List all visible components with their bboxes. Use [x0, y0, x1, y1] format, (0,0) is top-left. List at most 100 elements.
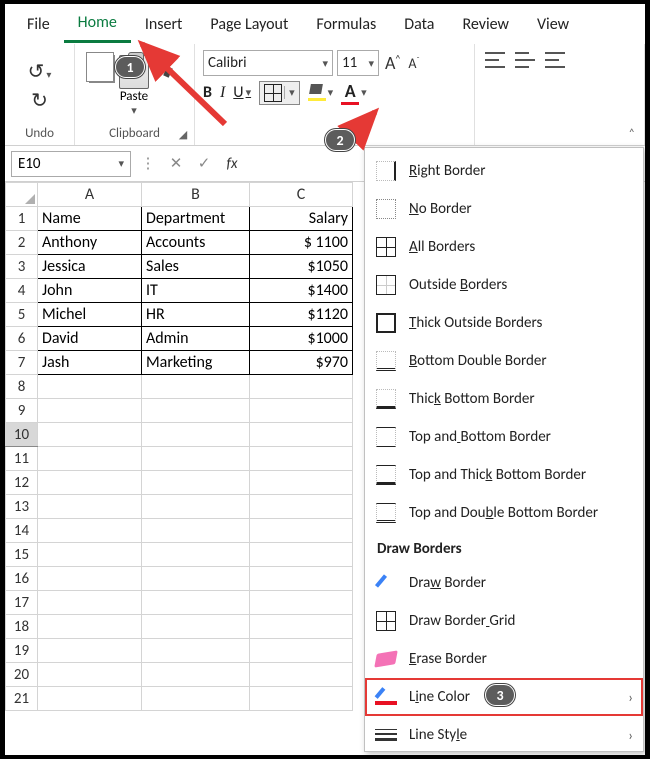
menu-formulas[interactable]: Formulas: [302, 7, 390, 42]
name-box[interactable]: E10 ▾: [11, 151, 131, 177]
row-header-17[interactable]: 17: [6, 591, 38, 615]
menu-insert[interactable]: Insert: [131, 7, 197, 42]
cell-A2[interactable]: Anthony: [38, 231, 142, 255]
cell-B8[interactable]: [142, 375, 250, 399]
cell-A19[interactable]: [38, 639, 142, 663]
menu-item-top-and-thick-bottom-border[interactable]: Top and Thick Bottom Border: [365, 456, 643, 494]
row-header-14[interactable]: 14: [6, 519, 38, 543]
menu-item-top-and-double-bottom-border[interactable]: Top and Double Bottom Border: [365, 494, 643, 532]
cell-C21[interactable]: [250, 687, 353, 711]
cell-A20[interactable]: [38, 663, 142, 687]
cell-C16[interactable]: [250, 567, 353, 591]
cell-B13[interactable]: [142, 495, 250, 519]
cell-A14[interactable]: [38, 519, 142, 543]
row-header-1[interactable]: 1: [6, 207, 38, 231]
cell-B17[interactable]: [142, 591, 250, 615]
cell-B11[interactable]: [142, 447, 250, 471]
cell-C10[interactable]: [250, 423, 353, 447]
col-header-A[interactable]: A: [38, 183, 142, 207]
cell-A18[interactable]: [38, 615, 142, 639]
menu-home[interactable]: Home: [64, 5, 131, 43]
cell-C14[interactable]: [250, 519, 353, 543]
cell-B2[interactable]: Accounts: [142, 231, 250, 255]
cell-C15[interactable]: [250, 543, 353, 567]
italic-button[interactable]: I: [220, 84, 225, 102]
cell-B15[interactable]: [142, 543, 250, 567]
row-header-12[interactable]: 12: [6, 471, 38, 495]
col-header-C[interactable]: C: [250, 183, 353, 207]
cell-C1[interactable]: Salary: [250, 207, 353, 231]
row-header-21[interactable]: 21: [6, 687, 38, 711]
cell-C13[interactable]: [250, 495, 353, 519]
cell-A3[interactable]: Jessica: [38, 255, 142, 279]
row-header-9[interactable]: 9: [6, 399, 38, 423]
fx-button[interactable]: fx: [221, 155, 243, 173]
cell-B5[interactable]: HR: [142, 303, 250, 327]
cell-C7[interactable]: $970: [250, 351, 353, 375]
col-header-B[interactable]: B: [142, 183, 250, 207]
row-header-15[interactable]: 15: [6, 543, 38, 567]
menu-item-thick-outside-borders[interactable]: Thick Outside Borders: [365, 304, 643, 342]
cell-A21[interactable]: [38, 687, 142, 711]
cell-A5[interactable]: Michel: [38, 303, 142, 327]
row-header-19[interactable]: 19: [6, 639, 38, 663]
cell-B14[interactable]: [142, 519, 250, 543]
cell-B20[interactable]: [142, 663, 250, 687]
cell-A7[interactable]: Jash: [38, 351, 142, 375]
cell-A16[interactable]: [38, 567, 142, 591]
cancel-icon[interactable]: ✕: [165, 154, 187, 173]
cell-B6[interactable]: Admin: [142, 327, 250, 351]
cell-C9[interactable]: [250, 399, 353, 423]
row-header-20[interactable]: 20: [6, 663, 38, 687]
underline-button[interactable]: U▾: [233, 83, 251, 102]
menu-item-outside-borders[interactable]: Outside Borders: [365, 266, 643, 304]
cell-A12[interactable]: [38, 471, 142, 495]
bold-button[interactable]: B: [203, 83, 212, 102]
cell-B19[interactable]: [142, 639, 250, 663]
row-header-18[interactable]: 18: [6, 615, 38, 639]
redo-button[interactable]: ↻: [31, 88, 48, 113]
row-header-10[interactable]: 10: [6, 423, 38, 447]
cell-B9[interactable]: [142, 399, 250, 423]
cell-A13[interactable]: [38, 495, 142, 519]
menu-item-thick-bottom-border[interactable]: Thick Bottom Border: [365, 380, 643, 418]
menu-item-no-border[interactable]: No Border: [365, 190, 643, 228]
font-size-combo[interactable]: 11▾: [337, 50, 379, 76]
menu-item-top-and-bottom-border[interactable]: Top and Bottom Border: [365, 418, 643, 456]
dialog-launcher-icon[interactable]: ◢: [176, 127, 190, 141]
menu-item-line-style[interactable]: Line Style ›: [365, 716, 643, 754]
menu-item-draw-border-grid[interactable]: Draw Border Grid: [365, 602, 643, 640]
row-header-6[interactable]: 6: [6, 327, 38, 351]
cell-C20[interactable]: [250, 663, 353, 687]
menu-file[interactable]: File: [13, 7, 64, 42]
align-top-icon[interactable]: [485, 52, 505, 68]
cell-A8[interactable]: [38, 375, 142, 399]
border-split-button[interactable]: ▾: [259, 81, 300, 105]
menu-item-line-color[interactable]: Line Color 3›: [365, 678, 643, 716]
row-header-8[interactable]: 8: [6, 375, 38, 399]
undo-button[interactable]: ↺▾: [28, 59, 52, 84]
cell-C5[interactable]: $1120: [250, 303, 353, 327]
cell-C6[interactable]: $1000: [250, 327, 353, 351]
grow-font-icon[interactable]: A^: [383, 52, 402, 74]
cut-copy-icon[interactable]: [89, 55, 115, 83]
row-header-4[interactable]: 4: [6, 279, 38, 303]
cell-B18[interactable]: [142, 615, 250, 639]
cell-A10[interactable]: [38, 423, 142, 447]
cell-C19[interactable]: [250, 639, 353, 663]
row-header-2[interactable]: 2: [6, 231, 38, 255]
format-painter-icon[interactable]: [153, 55, 179, 81]
menu-item-right-border[interactable]: Right Border: [365, 152, 643, 190]
enter-icon[interactable]: ✓: [193, 154, 215, 173]
font-name-combo[interactable]: Calibri▾: [203, 50, 333, 76]
cell-A6[interactable]: David: [38, 327, 142, 351]
font-color-button[interactable]: A ▾: [341, 80, 367, 105]
cell-B16[interactable]: [142, 567, 250, 591]
menu-item-erase-border[interactable]: Erase Border: [365, 640, 643, 678]
menu-item-all-borders[interactable]: All Borders: [365, 228, 643, 266]
menu-view[interactable]: View: [523, 7, 583, 42]
cell-C8[interactable]: [250, 375, 353, 399]
cell-B1[interactable]: Department: [142, 207, 250, 231]
shrink-font-icon[interactable]: Aˇ: [406, 55, 421, 72]
cell-A11[interactable]: [38, 447, 142, 471]
